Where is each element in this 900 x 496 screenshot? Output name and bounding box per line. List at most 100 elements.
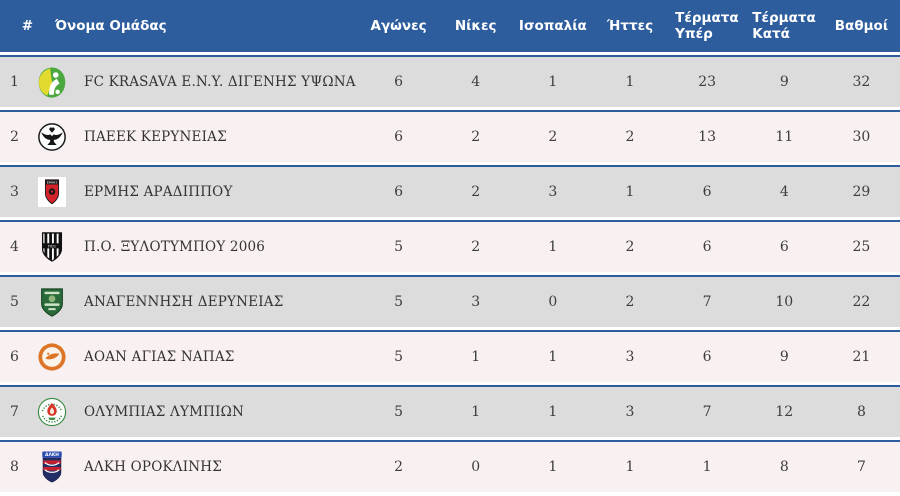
team-name[interactable]: FC KRASAVA E.N.Y. ΔΙΓΕΝΗΣ ΥΨΩΝΑ bbox=[84, 74, 356, 90]
games-cell: 6 bbox=[394, 129, 404, 145]
wins-cell: 1 bbox=[471, 404, 481, 420]
draws-cell: 0 bbox=[548, 294, 558, 310]
draws-cell: 1 bbox=[548, 404, 558, 420]
wins-cell: 2 bbox=[471, 129, 481, 145]
wins-cell: 1 bbox=[471, 349, 481, 365]
team-name[interactable]: ΠΑΕΕΚ ΚΕΡΥΝΕΙΑΣ bbox=[84, 129, 227, 145]
goals-against-cell: 4 bbox=[779, 184, 789, 200]
goals-for-cell: 1 bbox=[702, 459, 712, 475]
draws-cell: 1 bbox=[548, 74, 558, 90]
position-cell: 4 bbox=[10, 239, 19, 255]
goals-against-cell: 9 bbox=[779, 74, 789, 90]
losses-cell: 1 bbox=[625, 74, 635, 90]
column-header-position: # bbox=[21, 17, 33, 34]
svg-text:ΕΡΜΗΣ: ΕΡΜΗΣ bbox=[47, 181, 58, 185]
team-name[interactable]: ΕΡΜΗΣ ΑΡΑΔΙΠΠΟΥ bbox=[84, 184, 233, 200]
column-header-wins: Νίκες bbox=[454, 17, 497, 34]
svg-text:ΠΟΞ: ΠΟΞ bbox=[48, 244, 57, 248]
goals-for-cell: 6 bbox=[702, 184, 712, 200]
goals-for-cell: 7 bbox=[702, 294, 712, 310]
column-header-points: Βαθμοί bbox=[834, 17, 889, 34]
column-header-goals-against: Τέρματα Κατά bbox=[746, 10, 823, 42]
losses-cell: 1 bbox=[625, 459, 635, 475]
games-cell: 5 bbox=[394, 294, 404, 310]
team-cell: ΑΝΑΓΕΝΝΗΣΗ ΔΕΡΥΝΕΙΑΣ bbox=[36, 285, 360, 319]
wins-cell: 2 bbox=[471, 184, 481, 200]
team-name[interactable]: ΑΝΑΓΕΝΝΗΣΗ ΔΕΡΥΝΕΙΑΣ bbox=[84, 294, 284, 310]
team-name[interactable]: ΑΟΑΝ ΑΓΙΑΣ ΝΑΠΑΣ bbox=[84, 349, 235, 365]
position-cell: 7 bbox=[10, 404, 19, 420]
goals-for-cell: 6 bbox=[702, 239, 712, 255]
goals-for-cell: 13 bbox=[698, 129, 717, 145]
draws-cell: 1 bbox=[548, 349, 558, 365]
draws-cell: 1 bbox=[548, 459, 558, 475]
points-cell: 25 bbox=[852, 239, 871, 255]
team-cell: ΑΛΚΗ ΑΛΚΗ ΟΡΟΚΛΙΝΗΣ bbox=[36, 450, 360, 484]
column-header-draws: Ισοπαλία bbox=[518, 17, 587, 34]
alki-oroklinis-crest-icon: ΑΛΚΗ bbox=[37, 450, 67, 484]
position-cell: 1 bbox=[10, 74, 19, 90]
goals-against-cell: 11 bbox=[775, 129, 794, 145]
games-cell: 2 bbox=[394, 459, 404, 475]
aoan-agias-napas-crest-icon bbox=[37, 340, 67, 374]
goals-for-cell: 23 bbox=[698, 74, 717, 90]
goals-against-cell: 12 bbox=[775, 404, 794, 420]
goals-against-cell: 10 bbox=[775, 294, 794, 310]
position-cell: 3 bbox=[10, 184, 19, 200]
column-header-team-name: Όνομα Ομάδας bbox=[55, 17, 167, 34]
olympias-lympion-crest-icon bbox=[37, 395, 67, 429]
krasava-digenis-ypsona-crest-icon bbox=[37, 65, 67, 99]
position-cell: 6 bbox=[10, 349, 19, 365]
team-cell: ΑΟΑΝ ΑΓΙΑΣ ΝΑΠΑΣ bbox=[36, 340, 360, 374]
goals-for-cell: 6 bbox=[702, 349, 712, 365]
column-header-losses: Ήττες bbox=[606, 17, 654, 34]
table-row: 7 ΟΛΥΜΠΙΑΣ ΛΥΜΠΙΩΝ 5 1 1 3 7 12 8 bbox=[0, 385, 900, 437]
goals-against-cell: 8 bbox=[779, 459, 789, 475]
points-cell: 21 bbox=[852, 349, 871, 365]
anagennisi-deryneias-crest-icon bbox=[37, 285, 67, 319]
goals-against-cell: 6 bbox=[779, 239, 789, 255]
games-cell: 5 bbox=[394, 404, 404, 420]
team-cell: FC KRASAVA E.N.Y. ΔΙΓΕΝΗΣ ΥΨΩΝΑ bbox=[36, 65, 360, 99]
draws-cell: 1 bbox=[548, 239, 558, 255]
losses-cell: 2 bbox=[625, 129, 635, 145]
goals-for-label: Τέρματα Υπέρ bbox=[675, 9, 739, 42]
goals-against-label: Τέρματα Κατά bbox=[752, 9, 816, 42]
paeek-keryneias-crest-icon bbox=[37, 120, 67, 154]
team-name[interactable]: ΑΛΚΗ ΟΡΟΚΛΙΝΗΣ bbox=[84, 459, 222, 475]
column-header-games: Αγώνες bbox=[370, 17, 427, 34]
table-row: 6 ΑΟΑΝ ΑΓΙΑΣ ΝΑΠΑΣ 5 1 1 3 6 9 21 bbox=[0, 330, 900, 382]
points-cell: 32 bbox=[852, 74, 871, 90]
points-cell: 8 bbox=[856, 404, 866, 420]
goals-against-cell: 9 bbox=[779, 349, 789, 365]
losses-cell: 2 bbox=[625, 294, 635, 310]
position-cell: 2 bbox=[10, 129, 19, 145]
games-cell: 5 bbox=[394, 349, 404, 365]
table-row: 5 ΑΝΑΓΕΝΝΗΣΗ ΔΕΡΥΝΕΙΑΣ 5 3 0 2 7 10 22 bbox=[0, 275, 900, 327]
goals-for-cell: 7 bbox=[702, 404, 712, 420]
draws-cell: 2 bbox=[548, 129, 558, 145]
table-row: 4 ΠΟΞ Π.Ο. ΞΥΛΟΤΥΜΠΟΥ 2006 5 bbox=[0, 220, 900, 272]
position-cell: 5 bbox=[10, 294, 19, 310]
wins-cell: 0 bbox=[471, 459, 481, 475]
team-name[interactable]: Π.Ο. ΞΥΛΟΤΥΜΠΟΥ 2006 bbox=[84, 239, 266, 255]
svg-text:ΑΛΚΗ: ΑΛΚΗ bbox=[45, 452, 59, 458]
team-cell: ΠΟΞ Π.Ο. ΞΥΛΟΤΥΜΠΟΥ 2006 bbox=[36, 230, 360, 264]
team-cell: ΟΛΥΜΠΙΑΣ ΛΥΜΠΙΩΝ bbox=[36, 395, 360, 429]
draws-cell: 3 bbox=[548, 184, 558, 200]
column-header-goals-for: Τέρματα Υπέρ bbox=[669, 10, 746, 42]
table-header: # Όνομα Ομάδας Αγώνες Νίκες Ισοπαλία Ήττ… bbox=[0, 0, 900, 52]
losses-cell: 3 bbox=[625, 404, 635, 420]
position-cell: 8 bbox=[10, 459, 19, 475]
points-cell: 29 bbox=[852, 184, 871, 200]
wins-cell: 4 bbox=[471, 74, 481, 90]
table-row: 1 FC KRASAVA E.N.Y. ΔΙΓΕΝΗΣ ΥΨΩΝΑ 6 4 1 … bbox=[0, 55, 900, 107]
games-cell: 6 bbox=[394, 184, 404, 200]
table-row: 8 ΑΛΚΗ ΑΛΚΗ ΟΡΟΚΛΙΝΗΣ 2 0 bbox=[0, 440, 900, 492]
table-row: 2 ΠΑΕΕΚ ΚΕΡΥΝΕΙΑΣ 6 2 2 2 13 11 30 bbox=[0, 110, 900, 162]
team-name[interactable]: ΟΛΥΜΠΙΑΣ ΛΥΜΠΙΩΝ bbox=[84, 404, 245, 420]
wins-cell: 3 bbox=[471, 294, 481, 310]
losses-cell: 3 bbox=[625, 349, 635, 365]
games-cell: 6 bbox=[394, 74, 404, 90]
